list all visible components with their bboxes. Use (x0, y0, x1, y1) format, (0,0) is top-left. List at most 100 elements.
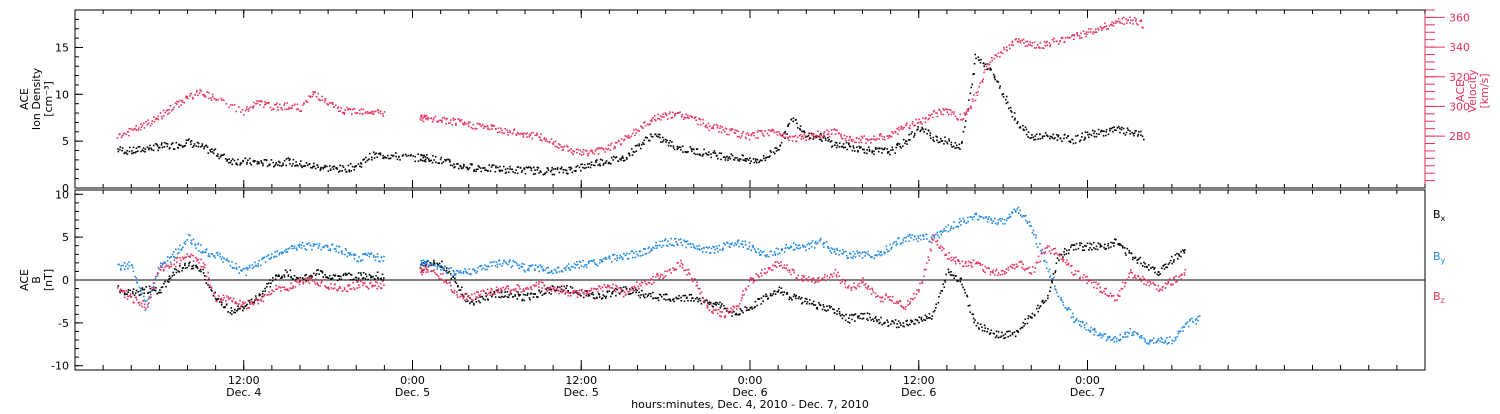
velocity-point (967, 110, 969, 112)
field-point-bx (322, 276, 324, 278)
density-point (117, 148, 119, 150)
field-point-by (682, 244, 684, 246)
velocity-point (989, 64, 991, 66)
field-point-bx (781, 287, 783, 289)
field-point-bx (1024, 318, 1026, 320)
field-point-by (546, 268, 548, 270)
density-point (140, 151, 142, 153)
field-point-bx (1169, 262, 1171, 264)
velocity-point (920, 122, 922, 124)
field-point-by (463, 271, 465, 273)
field-point-bx (434, 263, 436, 265)
field-point-by (324, 245, 326, 247)
field-point-bx (317, 269, 319, 271)
density-point (1040, 138, 1042, 140)
field-point-bx (366, 276, 368, 278)
density-point (397, 159, 399, 161)
density-point (668, 145, 670, 147)
field-point-bx (709, 303, 711, 305)
field-point-by (640, 255, 642, 257)
velocity-point (711, 127, 713, 129)
field-point-bz (994, 274, 996, 276)
field-point-bz (460, 294, 462, 296)
field-point-bx (1099, 246, 1101, 248)
velocity-point (963, 118, 965, 120)
field-point-bz (555, 291, 557, 293)
field-point-bx (661, 296, 663, 298)
velocity-point (881, 136, 883, 138)
velocity-point (717, 127, 719, 129)
field-point-bz (581, 290, 583, 292)
field-point-bz (682, 267, 684, 269)
velocity-point (1015, 38, 1017, 40)
field-point-bz (632, 289, 634, 291)
density-point (1017, 121, 1019, 123)
field-point-by (758, 248, 760, 250)
field-point-bz (466, 293, 468, 295)
field-point-by (1174, 337, 1176, 339)
field-point-bx (211, 290, 213, 292)
field-point-bx (1164, 268, 1166, 270)
density-point (825, 139, 827, 141)
field-point-bz (228, 298, 230, 300)
density-point (1042, 136, 1044, 138)
field-point-bz (238, 303, 240, 305)
field-point-bx (1044, 301, 1046, 303)
field-point-bz (1050, 253, 1052, 255)
field-point-bx (1085, 245, 1087, 247)
field-point-by (122, 265, 124, 267)
field-point-bx (599, 294, 601, 296)
density-point (850, 146, 852, 148)
field-point-by (926, 238, 928, 240)
field-point-by (867, 253, 869, 255)
density-point (584, 164, 586, 166)
field-point-by (910, 237, 912, 239)
velocity-point (755, 137, 757, 139)
field-point-bx (1003, 338, 1005, 340)
density-point (599, 165, 601, 167)
field-point-by (1120, 339, 1122, 341)
velocity-point (297, 104, 299, 106)
field-point-bx (669, 298, 671, 300)
field-point-bx (710, 302, 712, 304)
field-point-bz (377, 282, 379, 284)
field-point-by (659, 245, 661, 247)
field-point-bx (1082, 246, 1084, 248)
field-point-by (603, 258, 605, 260)
field-point-bx (318, 273, 320, 275)
field-point-bx (363, 272, 365, 274)
field-point-bx (1068, 253, 1070, 255)
field-point-by (1113, 337, 1115, 339)
density-point (950, 144, 952, 146)
field-point-bz (801, 275, 803, 277)
density-point (983, 63, 985, 65)
field-point-bx (833, 309, 835, 311)
field-point-bz (767, 271, 769, 273)
field-point-bz (122, 290, 124, 292)
field-point-bx (973, 322, 975, 324)
field-point-bx (1068, 249, 1070, 251)
velocity-point (860, 139, 862, 141)
field-point-bx (895, 319, 897, 321)
field-point-bz (429, 265, 431, 267)
field-point-bx (848, 317, 850, 319)
density-point (846, 142, 848, 144)
field-point-bz (841, 281, 843, 283)
field-point-bx (484, 299, 486, 301)
field-point-by (997, 222, 999, 224)
field-point-bx (943, 286, 945, 288)
field-point-bz (357, 281, 359, 283)
field-point-bx (770, 293, 772, 295)
field-point-by (495, 265, 497, 267)
field-point-by (369, 256, 371, 258)
field-point-bz (736, 308, 738, 310)
field-point-bx (612, 293, 614, 295)
velocity-point (1115, 22, 1117, 24)
field-point-bz (154, 279, 156, 281)
density-point (477, 168, 479, 170)
density-point (143, 147, 145, 149)
velocity-point (329, 102, 331, 104)
velocity-point (644, 121, 646, 123)
velocity-point (532, 132, 534, 134)
field-point-bx (188, 265, 190, 267)
